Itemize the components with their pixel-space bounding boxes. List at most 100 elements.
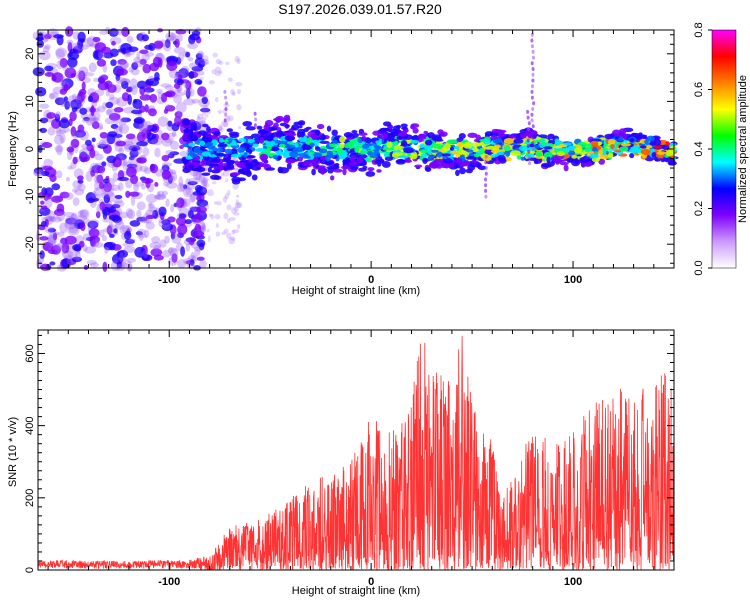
spectrogram-cell bbox=[130, 84, 138, 96]
spectrogram-cell bbox=[527, 149, 531, 154]
spectrogram-cell bbox=[196, 166, 206, 173]
spectrogram-cell bbox=[525, 153, 535, 158]
spectrogram-cell bbox=[546, 156, 551, 164]
spectrogram-cell bbox=[130, 68, 140, 76]
spectrogram-cell bbox=[656, 151, 666, 155]
spectrogram-cell bbox=[213, 165, 219, 170]
spectrogram-cell bbox=[199, 260, 207, 268]
spectrogram-cell bbox=[65, 217, 78, 225]
spectrogram-cell bbox=[144, 229, 150, 239]
spectrogram-cell bbox=[78, 70, 86, 82]
spectrogram-cell bbox=[531, 49, 535, 54]
spectrogram-cell bbox=[84, 139, 92, 146]
spectrogram-cell bbox=[70, 213, 78, 224]
spectrogram-cell bbox=[219, 137, 224, 143]
spectrogram-cell bbox=[41, 142, 53, 149]
spectrogram-cell bbox=[108, 220, 113, 227]
spectrogram-cell bbox=[148, 108, 157, 117]
spectrogram-cell bbox=[260, 132, 265, 138]
spectrogram-cell bbox=[39, 117, 49, 124]
spectrogram-cell bbox=[149, 163, 159, 174]
spectrogram-cell bbox=[93, 175, 104, 184]
spectrogram-cell bbox=[106, 155, 117, 164]
spectrogram-cell bbox=[396, 159, 406, 164]
spectrogram-cell bbox=[141, 178, 154, 184]
spectrogram-cell bbox=[530, 44, 534, 49]
spectrogram-cell bbox=[129, 220, 141, 227]
spectrogram-cell bbox=[478, 148, 485, 155]
spectrogram-cell bbox=[386, 141, 393, 148]
spectrogram-cell bbox=[157, 91, 163, 99]
spectrogram-cell bbox=[51, 244, 62, 255]
spectrogram-xlabel: Height of straight line (km) bbox=[292, 285, 420, 297]
spectrogram-cell bbox=[66, 39, 74, 45]
spectrogram-cell bbox=[235, 82, 243, 87]
spectrogram-cell bbox=[87, 197, 100, 202]
spectrogram-cell bbox=[75, 95, 82, 101]
spectrogram-cell bbox=[139, 165, 149, 172]
colorbar-tick-label: 0.0 bbox=[693, 260, 705, 275]
spectrogram-cell bbox=[455, 158, 463, 164]
spectrogram-cell bbox=[484, 131, 494, 137]
spectrogram-cell bbox=[121, 26, 130, 37]
spectrogram-cell bbox=[81, 81, 86, 91]
spectrogram-cell bbox=[118, 147, 125, 154]
spectrogram-cell bbox=[620, 143, 631, 147]
spectrogram-cell bbox=[202, 61, 210, 65]
spectrogram-cell bbox=[207, 167, 212, 173]
spectrogram-cell bbox=[96, 204, 102, 215]
spectrogram-cell bbox=[44, 226, 54, 234]
spectrogram-cell bbox=[186, 42, 199, 50]
y-tick-label: 20 bbox=[24, 48, 36, 60]
spectrogram-cell bbox=[118, 123, 130, 134]
spectrogram-cell bbox=[412, 127, 419, 134]
spectrogram-cell bbox=[123, 230, 132, 241]
spectrogram-cell bbox=[396, 124, 402, 129]
spectrogram-cell bbox=[185, 186, 191, 196]
spectrogram-cell bbox=[158, 219, 170, 228]
spectrogram-cell bbox=[535, 155, 544, 159]
spectrogram-cell bbox=[187, 56, 194, 62]
spectrogram-cell bbox=[103, 190, 115, 198]
spectrogram-cell bbox=[51, 74, 57, 82]
spectrogram-cell bbox=[125, 190, 131, 198]
spectrogram-cell bbox=[192, 230, 205, 238]
spectrogram-cell bbox=[47, 235, 57, 247]
spectrogram-cell bbox=[298, 120, 306, 126]
spectrogram-cell bbox=[124, 239, 135, 245]
spectrogram-cell bbox=[324, 160, 332, 166]
chart-title: S197.2026.039.01.57.R20 bbox=[278, 1, 442, 17]
spectrogram-cell bbox=[183, 98, 196, 106]
spectrogram-cell bbox=[231, 207, 237, 215]
spectrogram-cell bbox=[509, 150, 521, 157]
spectrogram-cell bbox=[89, 262, 99, 268]
spectrogram-cell bbox=[164, 91, 173, 97]
spectrogram-cell bbox=[443, 143, 452, 151]
spectrogram-cell bbox=[119, 252, 124, 263]
spectrogram-cell bbox=[86, 259, 97, 266]
spectrogram-cell bbox=[118, 122, 123, 133]
spectrogram-cell bbox=[63, 96, 68, 102]
spectrogram-cell bbox=[568, 150, 576, 156]
spectrogram-cell bbox=[112, 172, 119, 182]
spectrogram-cell bbox=[64, 26, 74, 37]
spectrogram-cell bbox=[230, 236, 236, 241]
spectrogram-cell bbox=[54, 243, 62, 250]
spectrogram-cell bbox=[133, 118, 144, 123]
spectrogram-cell bbox=[255, 147, 267, 152]
spectrogram-cell bbox=[175, 199, 181, 209]
spectrogram-cell bbox=[265, 139, 276, 147]
spectrogram-cell bbox=[72, 197, 80, 206]
spectrogram-cell bbox=[36, 259, 42, 269]
spectrogram-cell bbox=[527, 121, 531, 126]
spectrogram-cell bbox=[39, 207, 51, 216]
spectrogram-cell bbox=[189, 152, 198, 158]
spectrogram-cell bbox=[65, 192, 74, 200]
spectrogram-cell bbox=[178, 176, 184, 187]
spectrogram-cell bbox=[76, 73, 88, 79]
spectrogram-cell bbox=[88, 228, 100, 238]
spectrogram-cell bbox=[217, 109, 223, 114]
spectrogram-cell bbox=[175, 216, 187, 226]
spectrogram-cell bbox=[317, 165, 326, 169]
spectrogram-cell bbox=[103, 194, 111, 204]
